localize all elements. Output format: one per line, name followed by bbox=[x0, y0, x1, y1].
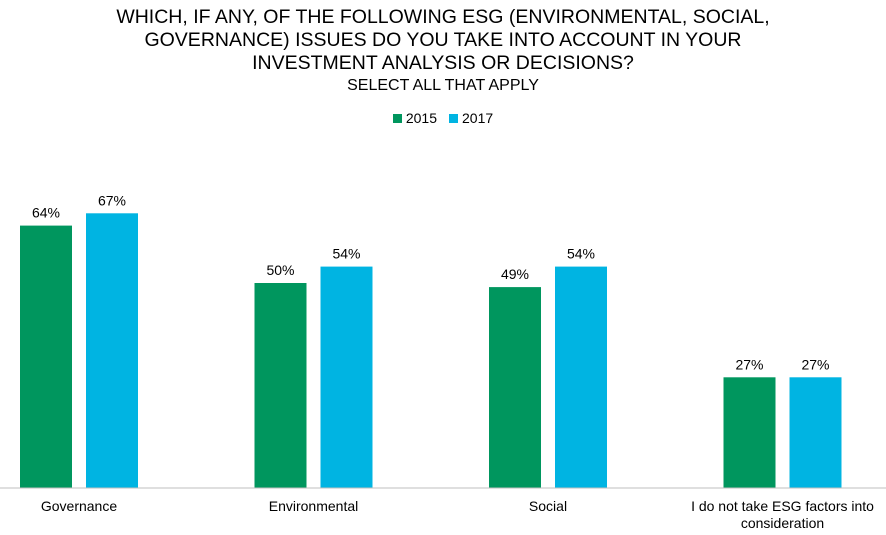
category-label-2: Environmental bbox=[269, 498, 359, 514]
legend: 2015 2017 bbox=[0, 110, 886, 126]
bar-2017-3 bbox=[555, 266, 607, 488]
bar-2015-1 bbox=[20, 225, 72, 488]
data-label-2017-2: 54% bbox=[332, 246, 360, 262]
data-label-2015-1: 64% bbox=[32, 205, 60, 221]
legend-swatch-2015 bbox=[392, 113, 402, 123]
category-label-4: I do not take ESG factors into bbox=[691, 498, 874, 514]
legend-item-2015: 2015 bbox=[392, 110, 437, 126]
bar-2015-3 bbox=[489, 287, 541, 488]
data-label-2017-3: 54% bbox=[567, 246, 595, 262]
category-label-4-line2: consideration bbox=[741, 515, 824, 531]
category-label-3: Social bbox=[529, 498, 567, 514]
legend-swatch-2017 bbox=[449, 113, 458, 123]
bar-2017-2 bbox=[320, 266, 373, 488]
bar-2015-4 bbox=[723, 377, 776, 488]
data-label-2017-4: 27% bbox=[801, 356, 829, 372]
category-label-1: Governance bbox=[41, 498, 117, 514]
bar-2015-2 bbox=[254, 283, 307, 488]
data-label-2017-1: 67% bbox=[98, 192, 126, 208]
bar-2017-4 bbox=[789, 377, 842, 488]
chart-title: WHICH, IF ANY, OF THE FOLLOWING ESG (ENV… bbox=[116, 6, 770, 74]
data-label-2015-2: 50% bbox=[266, 262, 294, 278]
legend-label-2015: 2015 bbox=[405, 110, 437, 126]
bar-2017-1 bbox=[86, 213, 138, 489]
data-label-2015-3: 49% bbox=[501, 266, 529, 282]
legend-label-2017: 2017 bbox=[462, 110, 494, 126]
legend-item-2017: 2017 bbox=[449, 110, 493, 126]
data-label-2015-4: 27% bbox=[735, 356, 763, 372]
chart-subtitle: SELECT ALL THAT APPLY bbox=[347, 77, 539, 94]
